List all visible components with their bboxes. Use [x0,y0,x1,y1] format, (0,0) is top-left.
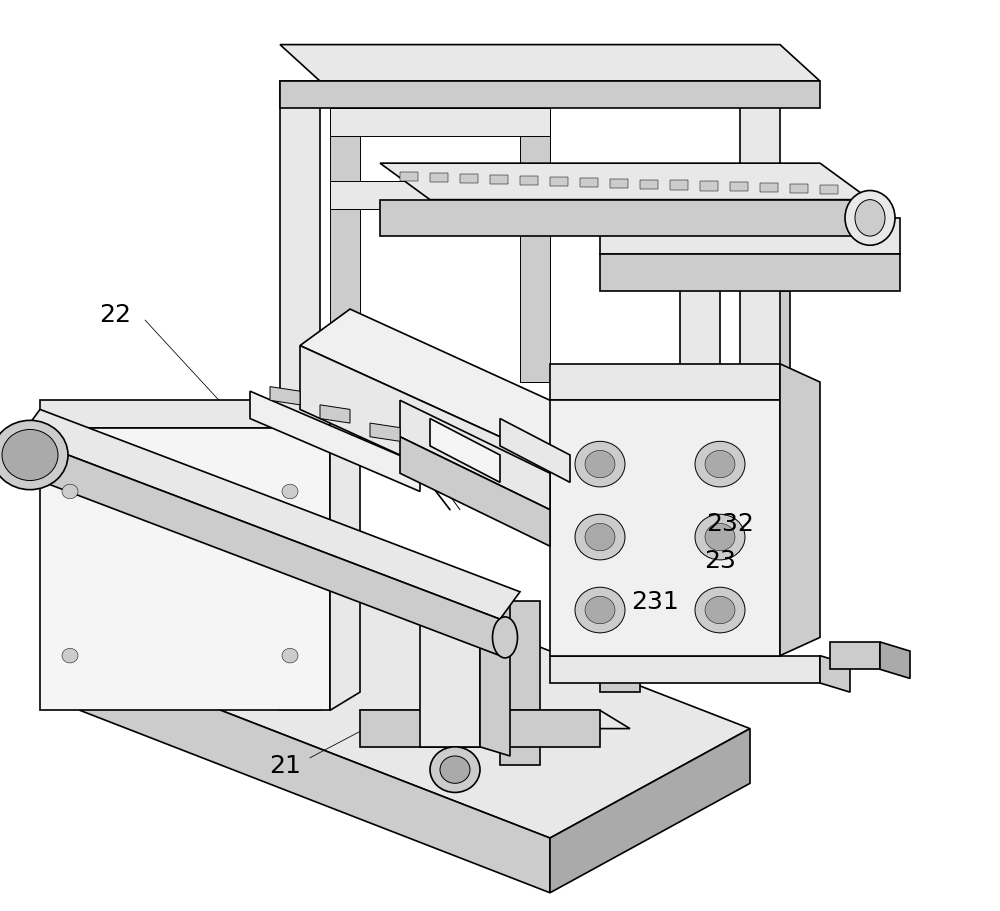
Circle shape [575,588,625,633]
Polygon shape [640,180,658,189]
Polygon shape [830,642,880,670]
Ellipse shape [492,618,518,658]
Polygon shape [550,729,750,893]
Text: 23: 23 [704,548,736,572]
Polygon shape [280,547,320,711]
Circle shape [282,485,298,499]
Polygon shape [360,711,630,729]
Circle shape [585,451,615,478]
Polygon shape [20,437,500,656]
Circle shape [440,756,470,783]
Text: 232: 232 [706,512,754,536]
Polygon shape [270,387,300,405]
Circle shape [585,597,615,624]
Polygon shape [740,82,780,410]
Polygon shape [520,82,550,383]
Polygon shape [400,173,418,182]
Polygon shape [550,656,820,683]
Polygon shape [300,346,700,592]
Polygon shape [370,424,400,442]
Polygon shape [400,437,550,547]
Polygon shape [600,219,900,255]
Polygon shape [780,364,820,656]
Polygon shape [730,183,748,192]
Polygon shape [40,428,330,711]
Polygon shape [330,109,550,137]
Polygon shape [280,46,820,82]
Polygon shape [360,711,600,747]
Circle shape [430,747,480,793]
Polygon shape [550,401,780,656]
Polygon shape [610,179,628,189]
Polygon shape [600,528,640,692]
Polygon shape [880,642,910,679]
Polygon shape [330,82,360,383]
Circle shape [695,515,745,560]
Polygon shape [490,176,508,185]
Polygon shape [760,184,778,193]
Polygon shape [380,200,870,237]
Circle shape [585,524,615,551]
Circle shape [705,524,735,551]
Polygon shape [600,255,900,292]
Polygon shape [680,255,720,547]
Ellipse shape [855,200,885,237]
Polygon shape [670,181,688,190]
Polygon shape [400,401,550,510]
Polygon shape [80,547,750,838]
Polygon shape [580,179,598,188]
Circle shape [695,588,745,633]
Polygon shape [520,177,538,186]
Polygon shape [700,182,718,191]
Polygon shape [500,419,570,483]
Polygon shape [430,174,448,183]
Polygon shape [330,401,360,711]
Polygon shape [460,175,478,184]
Polygon shape [20,410,520,619]
Polygon shape [790,185,808,194]
Polygon shape [40,401,330,428]
Ellipse shape [845,191,895,246]
Text: 21: 21 [269,753,301,777]
Polygon shape [300,310,750,528]
Circle shape [2,430,58,481]
Polygon shape [280,82,820,109]
Circle shape [62,649,78,663]
Polygon shape [280,82,320,410]
Polygon shape [500,601,540,765]
Polygon shape [550,178,568,187]
Polygon shape [480,592,510,756]
Circle shape [695,442,745,487]
Polygon shape [80,656,550,893]
Circle shape [282,649,298,663]
Polygon shape [420,592,480,747]
Circle shape [62,485,78,499]
Polygon shape [320,405,350,424]
Polygon shape [430,419,500,483]
Polygon shape [820,186,838,195]
Circle shape [575,442,625,487]
Polygon shape [550,364,780,401]
Text: 22: 22 [99,302,131,326]
Polygon shape [380,164,870,200]
Circle shape [705,451,735,478]
Circle shape [575,515,625,560]
Text: 231: 231 [631,589,679,613]
Circle shape [0,421,68,490]
Polygon shape [750,292,790,583]
Polygon shape [820,656,850,692]
Polygon shape [330,182,550,210]
Polygon shape [250,392,420,492]
Circle shape [705,597,735,624]
